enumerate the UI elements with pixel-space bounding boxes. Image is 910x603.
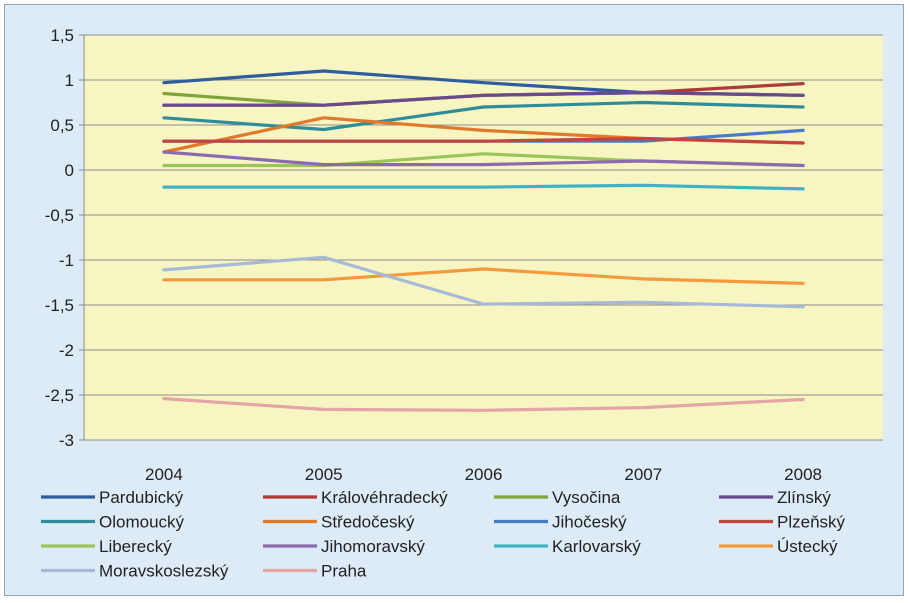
series-line: [162, 90, 805, 107]
y-tick-label: 1: [65, 71, 74, 90]
x-tick-label: 2004: [145, 465, 183, 484]
series-line: [162, 100, 805, 132]
y-tick-label: 1,5: [50, 26, 74, 45]
y-tick-label: -1: [59, 251, 74, 270]
y-tick-label: -0,5: [45, 206, 74, 225]
series-line: [162, 183, 805, 191]
y-tick-label: 0,5: [50, 116, 74, 135]
legend-label: Jihomoravský: [321, 537, 425, 556]
x-tick-label: 2007: [624, 465, 662, 484]
legend-label: Olomoucký: [99, 513, 185, 532]
x-tick-label: 2008: [784, 465, 822, 484]
legend-label: Jihočeský: [552, 513, 627, 532]
legend-label: Praha: [321, 562, 367, 581]
y-tick-label: -2,5: [45, 386, 74, 405]
plot-area: [84, 35, 883, 440]
legend-label: Vysočina: [552, 488, 621, 507]
legend-label: Zlínský: [777, 488, 831, 507]
chart-frame: 1,5 1 0,5 0 -0,5 -1 -1,5 -2 -2,5 -3 2004 2005 2006 20…: [4, 4, 904, 596]
legend-label: Ústecký: [777, 537, 838, 556]
legend-label: Pardubický: [99, 488, 184, 507]
legend-label: Karlovarský: [552, 537, 641, 556]
legend-label: Moravskoslezský: [99, 562, 229, 581]
x-tick-label: 2006: [465, 465, 503, 484]
legend-label: Liberecký: [99, 537, 172, 556]
x-tick-label: 2005: [305, 465, 343, 484]
series-line: [162, 255, 805, 309]
y-tick-label: 0: [65, 161, 74, 180]
y-tick-label: -3: [59, 431, 74, 450]
y-tick-label: -1,5: [45, 296, 74, 315]
series-line: [162, 150, 805, 168]
legend-label: Královéhradecký: [321, 488, 448, 507]
series-line: [162, 397, 805, 412]
y-tick-label: -2: [59, 341, 74, 360]
legend-label: Středočeský: [321, 513, 415, 532]
legend-label: Plzeňský: [777, 513, 846, 532]
series-line: [162, 136, 805, 145]
series-line: [162, 267, 805, 285]
line-chart: 1,5 1 0,5 0 -0,5 -1 -1,5 -2 -2,5 -3 2004 2005 2006 20…: [41, 26, 883, 581]
